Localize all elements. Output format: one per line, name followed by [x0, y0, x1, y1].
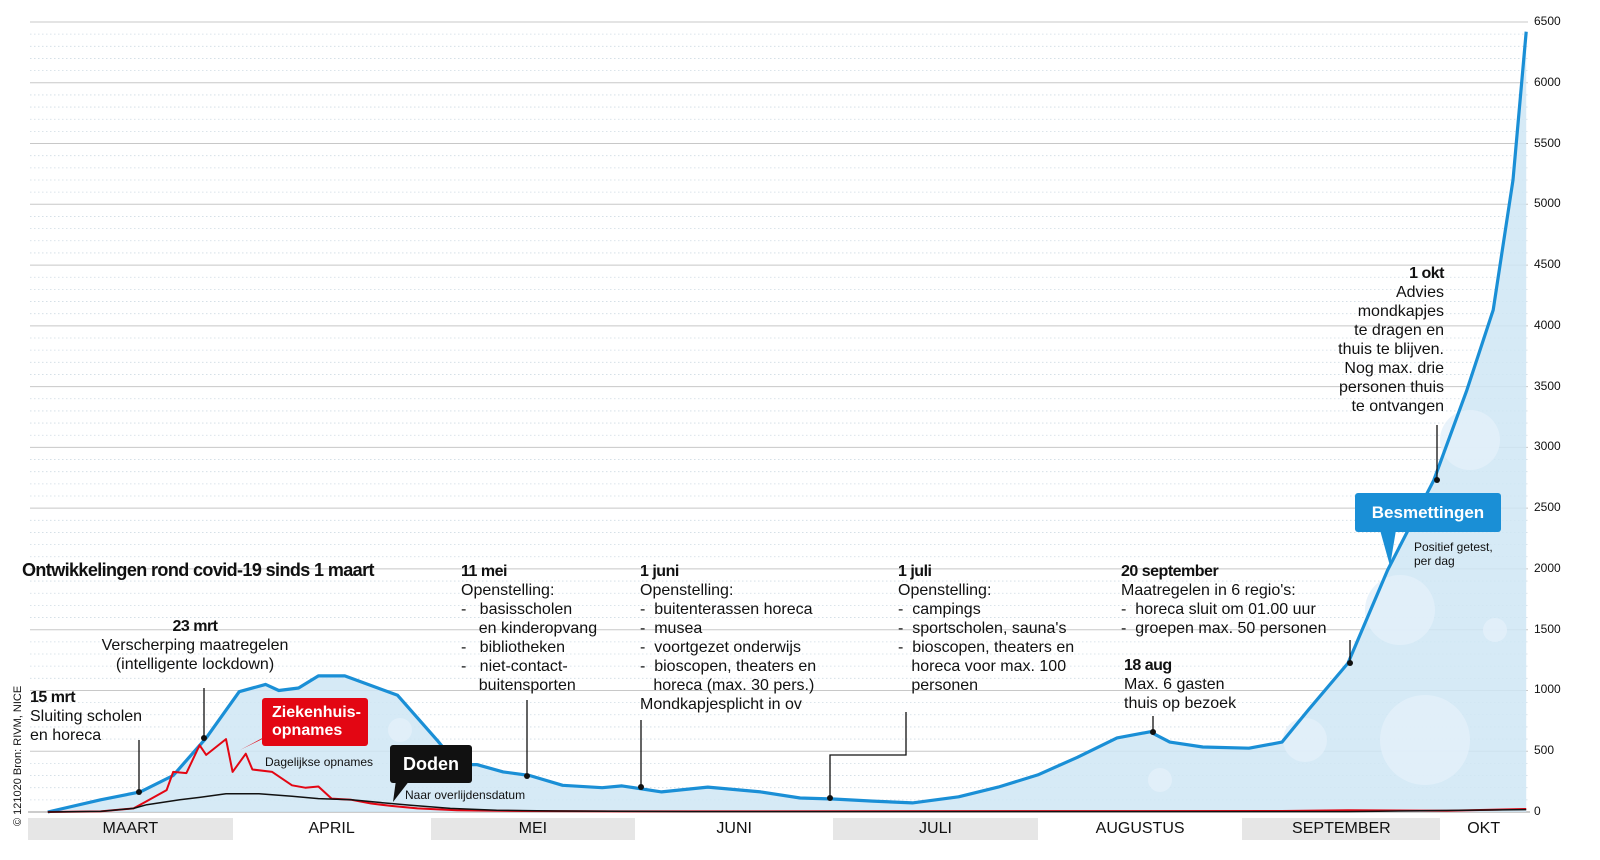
- y-tick-label: 2500: [1534, 500, 1561, 515]
- besmettingen-label: Besmettingen: [1355, 493, 1501, 532]
- x-month-label: OKT: [1467, 820, 1501, 837]
- besmettingen-area: [47, 31, 1527, 812]
- x-month-label: APRIL: [308, 820, 355, 837]
- y-tick-label: 4000: [1534, 317, 1561, 332]
- y-tick-label: 1000: [1534, 682, 1561, 697]
- annotation-20sep: 20 september Maatregelen in 6 regio's: - …: [1121, 563, 1327, 637]
- y-tick-label: 5500: [1534, 135, 1561, 150]
- besmettingen-pointer: [1380, 530, 1396, 566]
- x-month-label: JULI: [833, 818, 1038, 840]
- marker-18aug: [1150, 729, 1156, 735]
- annotation-11mei: 11 mei Openstelling: - basisscholen en ki…: [461, 563, 598, 694]
- ziekenhuis-label: Ziekenhuis- opnames: [262, 698, 368, 746]
- x-month-label: JUNI: [716, 820, 752, 837]
- annotation-1juli: 1 juli Openstelling: - campings - sportsc…: [898, 563, 1075, 694]
- x-month-label: AUGUSTUS: [1095, 820, 1185, 837]
- virus-decoration-icon: [1283, 718, 1327, 762]
- y-tick-label: 2000: [1534, 560, 1561, 575]
- doden-label: Doden: [390, 745, 472, 783]
- virus-decoration-icon: [388, 718, 412, 742]
- marker-15mrt: [136, 789, 142, 795]
- credit: © 121020 Bron: RIVM, NICE: [12, 685, 24, 826]
- y-tick-label: 0: [1534, 804, 1541, 818]
- y-tick-label: 4500: [1534, 257, 1561, 272]
- marker-1juli: [827, 795, 833, 801]
- marker-11mei: [524, 773, 530, 779]
- y-tick-label: 3000: [1534, 439, 1561, 454]
- series-line-besmettingen: [47, 31, 1528, 814]
- y-tick-label: 6000: [1534, 74, 1561, 89]
- marker-1okt: [1434, 477, 1440, 483]
- annotation-18aug: 18 aug Max. 6 gasten thuis op bezoek: [1124, 657, 1237, 712]
- marker-20sep: [1347, 660, 1353, 666]
- annotation-1juni: 1 juni Openstelling: - buitenterassen hor…: [640, 563, 817, 713]
- y-tick-label: 6500: [1534, 14, 1561, 28]
- doden-pointer: [393, 780, 410, 802]
- chart-title: Ontwikkelingen rond covid-19 sinds 1 maa…: [22, 560, 375, 580]
- virus-decoration-icon: [1483, 618, 1507, 642]
- annotation-1okt: 1 okt Advies mondkapjes te dragen en thui…: [1338, 265, 1444, 415]
- y-tick-label: 1500: [1534, 621, 1561, 636]
- virus-decoration-icon: [1365, 575, 1435, 645]
- y-tick-label: 3500: [1534, 378, 1561, 393]
- ziekenhuis-sublabel: Dagelijkse opnames: [265, 755, 374, 769]
- doden-sublabel: Naar overlijdensdatum: [405, 788, 526, 802]
- marker-23mrt: [201, 735, 207, 741]
- marker-1juni: [638, 784, 644, 790]
- x-month-label: MAART: [28, 818, 233, 840]
- virus-decoration-icon: [1380, 695, 1470, 785]
- x-month-label: SEPTEMBER: [1242, 818, 1441, 840]
- leader-1juli: [829, 712, 907, 798]
- besmettingen-sublabel: Positief getest, per dag: [1414, 540, 1493, 568]
- series-line-doden: [47, 793, 1527, 813]
- x-month-label: MEI: [430, 818, 636, 840]
- annotation-23mrt: 23 mrt Verscherping maatregelen (intellig…: [101, 618, 289, 673]
- y-tick-label: 500: [1534, 743, 1555, 758]
- virus-decoration-icon: [1148, 768, 1172, 792]
- annotation-15mrt: 15 mrt Sluiting scholen en horeca: [30, 689, 143, 744]
- y-tick-label: 5000: [1534, 196, 1561, 211]
